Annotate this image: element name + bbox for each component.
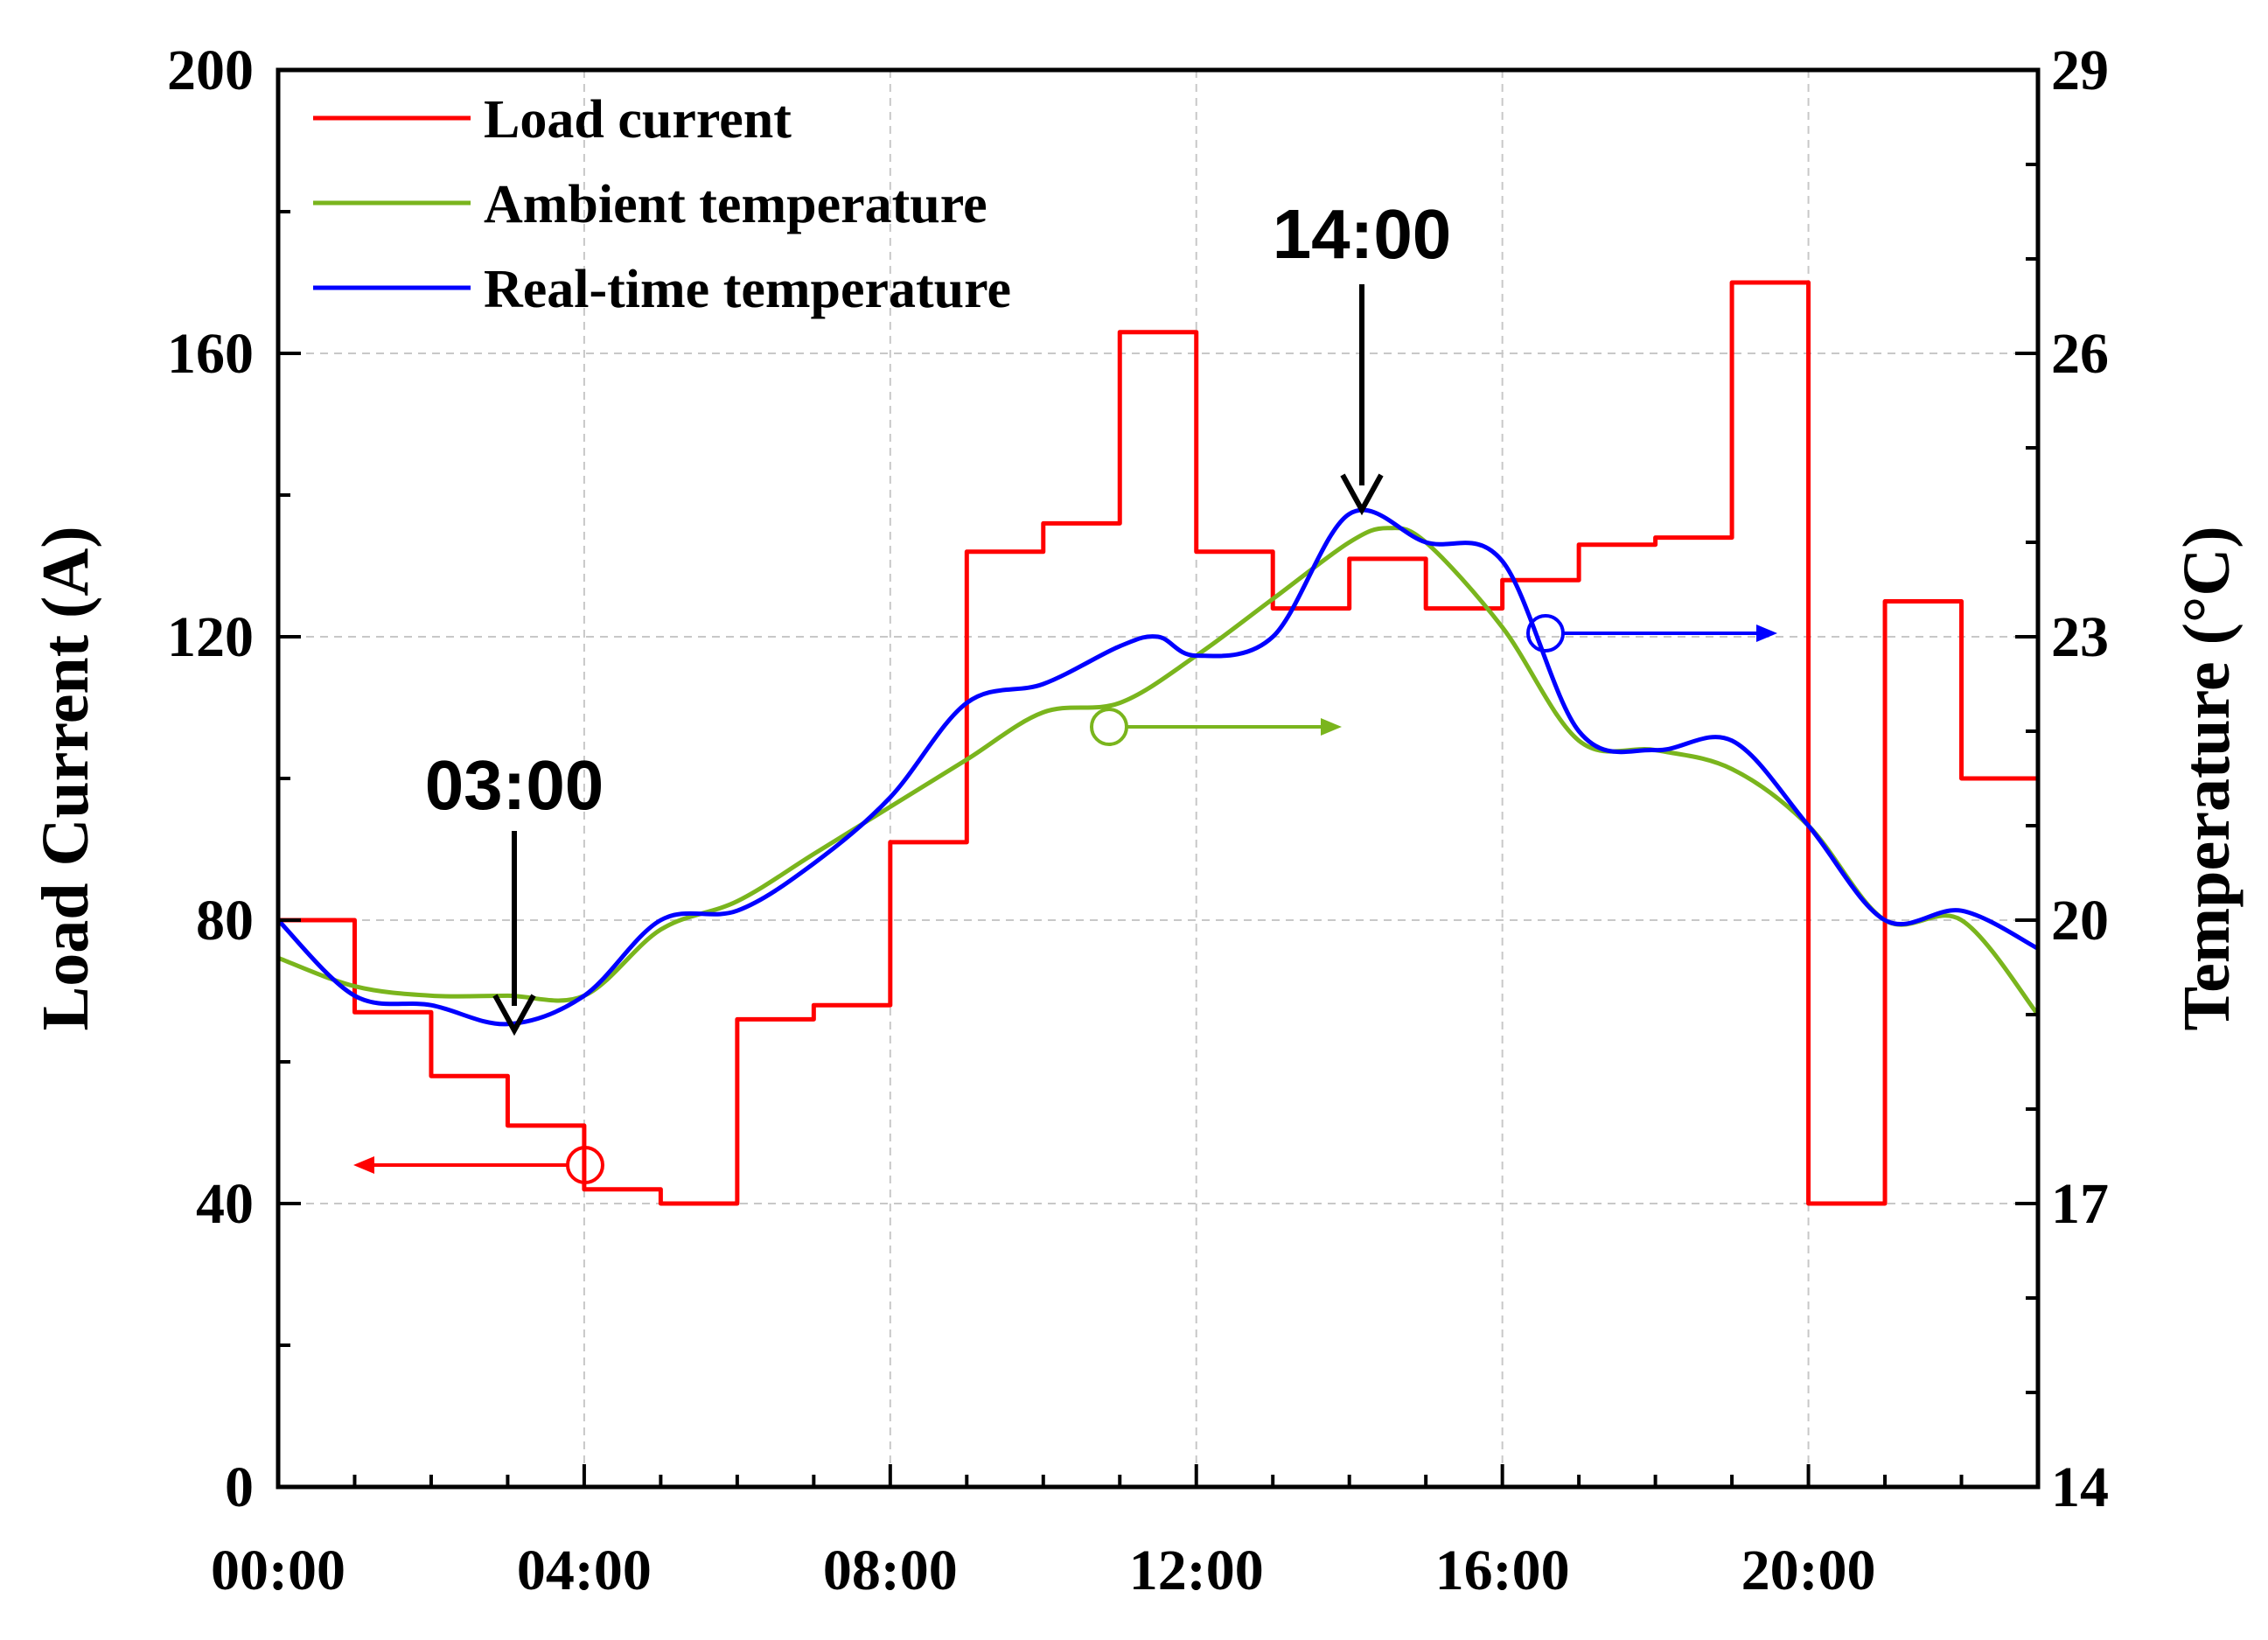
legend-label-real-time-temperature: Real-time temperature: [484, 260, 1011, 319]
y-right-tick-label: 29: [2051, 38, 2109, 102]
y-right-tick-label: 17: [2051, 1172, 2109, 1236]
y-left-tick-label: 200: [167, 38, 254, 102]
real-time-temperature-axis-marker: [1526, 614, 1565, 653]
ambient-temperature-axis-marker: [1090, 708, 1128, 746]
annotation-1400-label: 14:00: [1273, 195, 1452, 273]
x-tick-label: 12:00: [1129, 1539, 1264, 1602]
x-tick-label: 16:00: [1435, 1539, 1570, 1602]
x-tick-label: 08:00: [823, 1539, 958, 1602]
legend: Load current Ambient temperature Real-ti…: [313, 90, 1011, 319]
right-axis-label: Temperature (°C): [2170, 526, 2244, 1030]
annotations: 03:00 14:00: [425, 195, 1452, 1036]
axis-markers: [353, 614, 1777, 1184]
y-left-tick-label: 40: [196, 1172, 254, 1236]
series-layer: [278, 280, 2038, 1206]
grid: [278, 70, 2038, 1487]
y-left-tick-label: 80: [196, 889, 254, 953]
y-left-tick-label: 0: [225, 1455, 254, 1519]
series-line-load-current: [278, 280, 2038, 1206]
x-tick-label: 04:00: [517, 1539, 652, 1602]
y-right-tick-label: 26: [2051, 322, 2109, 386]
legend-label-ambient-temperature: Ambient temperature: [484, 175, 987, 234]
x-tick-label: 20:00: [1741, 1539, 1876, 1602]
tick-labels: 00:00 04:00 08:00 12:00 16:00 20:00 0 40 80 120 16…: [167, 38, 2109, 1602]
legend-label-load-current: Load current: [484, 90, 792, 150]
y-right-tick-label: 14: [2051, 1455, 2109, 1519]
annotation-1400-arrowhead: [1340, 473, 1384, 516]
x-tick-label: 00:00: [211, 1539, 345, 1602]
y-right-tick-label: 20: [2051, 889, 2109, 953]
y-left-tick-label: 160: [167, 322, 254, 386]
y-right-tick-label: 23: [2051, 605, 2109, 669]
annotation-0300-arrowhead: [492, 994, 536, 1036]
left-axis-label: Load Current (A): [29, 526, 102, 1030]
y-left-tick-label: 120: [167, 605, 254, 669]
annotation-0300-label: 03:00: [425, 746, 604, 824]
ambient-temperature-axis-arrowhead: [1321, 718, 1342, 736]
real-time-temperature-axis-arrowhead: [1756, 625, 1777, 642]
load-current-axis-arrowhead: [353, 1156, 374, 1174]
axis-ticks: [276, 68, 2040, 1489]
series-line-real-time-temperature: [278, 507, 2038, 1027]
